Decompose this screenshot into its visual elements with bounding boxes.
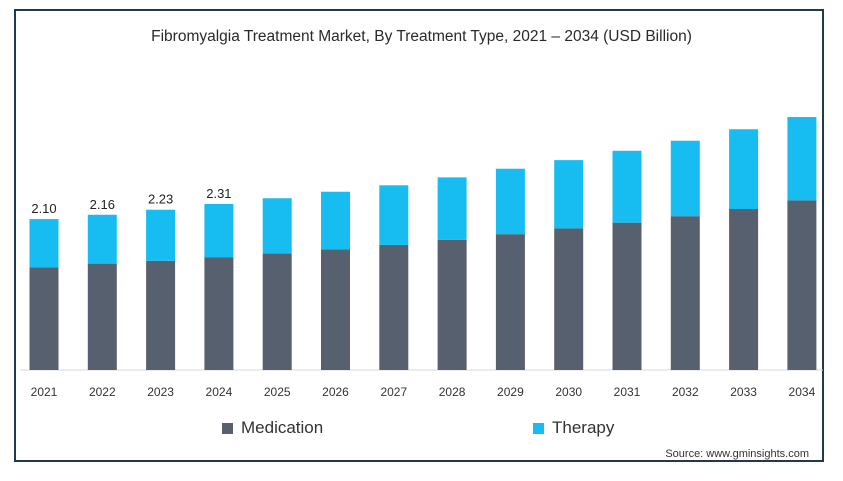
x-tick-label-2030: 2030 (555, 385, 582, 399)
bar-medication-2033 (729, 209, 759, 370)
bar-therapy-2021 (29, 219, 59, 268)
bar-therapy-2023 (146, 209, 176, 261)
legend-label-medication: Medication (241, 418, 324, 437)
bar-therapy-2024 (204, 203, 234, 258)
data-label-2023: 2.23 (148, 192, 173, 207)
legend-item-medication: Medication (222, 418, 323, 438)
bar-therapy-2027 (379, 185, 409, 245)
bar-therapy-2028 (437, 177, 467, 240)
chart-legend: Medication Therapy (0, 418, 843, 440)
x-tick-label-2025: 2025 (264, 385, 291, 399)
bar-therapy-2030 (554, 160, 584, 229)
bar-medication-2029 (495, 234, 525, 370)
x-tick-label-2034: 2034 (789, 385, 816, 399)
bar-therapy-2022 (87, 214, 117, 264)
data-label-2024: 2.31 (206, 186, 231, 201)
bar-therapy-2026 (321, 191, 350, 250)
bar-medication-2028 (437, 239, 467, 370)
bar-medication-2025 (262, 253, 292, 370)
x-tick-label-2027: 2027 (380, 385, 407, 399)
x-tick-label-2028: 2028 (439, 385, 466, 399)
bar-therapy-2029 (495, 168, 525, 235)
legend-item-therapy: Therapy (533, 418, 614, 438)
bar-therapy-2033 (729, 129, 759, 209)
x-tick-label-2022: 2022 (89, 385, 116, 399)
legend-label-therapy: Therapy (552, 418, 615, 437)
legend-swatch-medication (222, 422, 233, 434)
bar-medication-2026 (321, 249, 350, 370)
bar-medication-2031 (612, 222, 642, 370)
bar-therapy-2034 (787, 117, 817, 201)
bar-medication-2032 (670, 216, 700, 370)
x-tick-label-2029: 2029 (497, 385, 524, 399)
x-tick-label-2033: 2033 (730, 385, 757, 399)
bar-therapy-2031 (612, 150, 642, 223)
bar-medication-2021 (29, 267, 59, 370)
x-tick-label-2024: 2024 (206, 385, 233, 399)
bar-medication-2027 (379, 244, 409, 370)
bar-therapy-2032 (670, 140, 700, 217)
x-tick-label-2032: 2032 (672, 385, 699, 399)
data-label-2021: 2.10 (31, 201, 56, 216)
bar-therapy-2025 (262, 198, 292, 254)
bar-medication-2022 (87, 263, 117, 370)
x-tick-label-2031: 2031 (614, 385, 641, 399)
x-tick-label-2021: 2021 (31, 385, 58, 399)
bar-medication-2024 (204, 257, 234, 370)
chart-title: Fibromyalgia Treatment Market, By Treatm… (151, 28, 692, 45)
source-text: Source: www.gminsights.com (665, 448, 809, 460)
data-label-2022: 2.16 (90, 197, 115, 212)
x-tick-label-2026: 2026 (322, 385, 349, 399)
bar-medication-2023 (146, 260, 176, 370)
legend-swatch-therapy (533, 422, 544, 434)
bar-medication-2034 (787, 200, 817, 370)
x-tick-label-2023: 2023 (147, 385, 174, 399)
bar-medication-2030 (554, 228, 584, 370)
